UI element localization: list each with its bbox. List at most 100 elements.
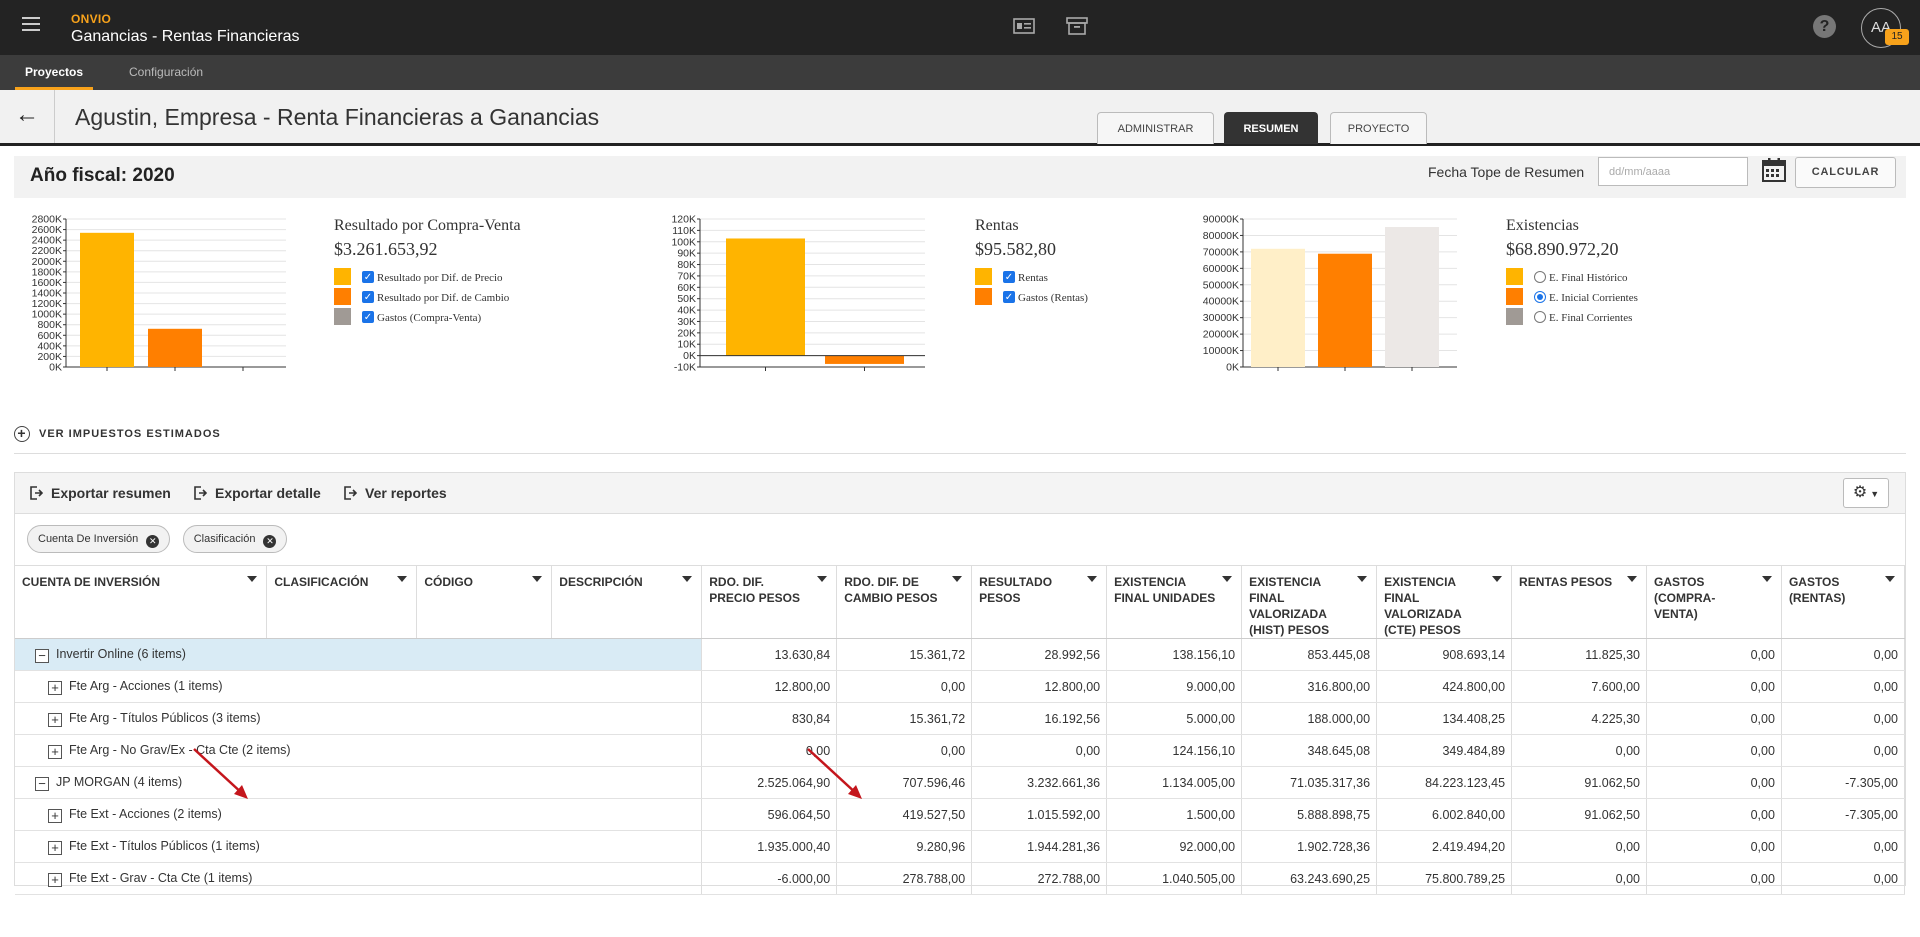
fecha-tope-input[interactable]: dd/mm/aaaa [1598,157,1748,186]
legend-item[interactable]: ✓ Gastos (Compra-Venta) [334,308,521,328]
ver-reportes-button[interactable]: Ver reportes [343,485,447,501]
chart-title: Resultado por Compra-Venta [334,217,521,234]
table-cell: 0,00 [1781,734,1906,767]
column-header-label: RDO. DIF. DE [844,575,919,589]
tick-label: 2200K [32,245,62,257]
tick-label: 80000K [1203,230,1239,242]
tab-proyectos[interactable]: Proyectos [14,55,94,90]
checkbox[interactable]: ✓ [362,291,374,303]
sort-caret-icon[interactable] [817,576,828,582]
sort-caret-icon[interactable] [682,576,693,582]
sort-caret-icon[interactable] [1222,576,1233,582]
expand-icon[interactable]: + [48,872,62,887]
expand-icon[interactable]: + [48,680,62,695]
sort-caret-icon[interactable] [952,576,963,582]
settings-dropdown[interactable]: ⚙ ▼ [1843,478,1889,508]
column-header[interactable]: EXISTENCIA FINAL VALORIZADA (HIST) PESOS [1241,565,1378,639]
column-header[interactable]: GASTOS (COMPRA-VENTA) [1646,565,1782,639]
sort-caret-icon[interactable] [1357,576,1368,582]
sort-caret-icon[interactable] [1761,576,1772,582]
checkbox[interactable]: ✓ [362,311,374,323]
checkbox[interactable]: ✓ [362,271,374,283]
calendar-icon[interactable] [1762,158,1786,182]
legend-item[interactable]: E. Inicial Corrientes [1506,288,1638,308]
table-cell: 1.015.592,00 [971,798,1108,831]
chip-clasificacion[interactable]: Clasificación ✕ [182,525,288,553]
tab-proyecto[interactable]: PROYECTO [1330,112,1427,144]
expand-icon[interactable]: + [48,840,62,855]
radio-button[interactable] [1534,311,1546,323]
table-row[interactable]: + Fte Arg - No Grav/Ex - Cta Cte (2 items… [15,734,1906,767]
tick-label: 1200K [32,298,62,310]
radio-button[interactable] [1534,271,1546,283]
column-header[interactable]: RDO. DIF. DE CAMBIO PESOS [836,565,973,639]
sort-caret-icon[interactable] [532,576,543,582]
help-icon[interactable]: ? [1813,15,1836,38]
table-cell: 75.800.789,25 [1376,862,1513,895]
close-icon[interactable]: ✕ [263,535,277,548]
sort-caret-icon[interactable] [1492,576,1503,582]
table-row[interactable]: + Fte Arg - Títulos Públicos (3 items) 830… [15,702,1906,735]
chip-cuenta-inversion[interactable]: Cuenta De Inversión ✕ [27,525,171,553]
radio-button[interactable] [1534,291,1546,303]
legend-item[interactable]: ✓ Resultado por Dif. de Cambio [334,288,521,308]
back-arrow-icon[interactable]: ← [0,90,55,143]
sort-caret-icon[interactable] [1626,576,1637,582]
column-header[interactable]: DESCRIPCIÓN [551,565,703,639]
table-cell: 13.630,84 [701,638,838,671]
table-row[interactable]: − JP MORGAN (4 items) 2.525.064,90 707.596,… [15,766,1906,799]
column-header[interactable]: RENTAS PESOS [1511,565,1647,639]
table-cell: -7.305,00 [1781,766,1906,799]
expand-icon[interactable]: + [48,744,62,759]
checkbox[interactable]: ✓ [1003,271,1015,283]
tab-configuracion[interactable]: Configuración [129,65,204,79]
column-header[interactable]: RESULTADO PESOS [971,565,1108,639]
table-cell: 908.693,14 [1376,638,1513,671]
table-cell: -7.305,00 [1781,798,1906,831]
legend-item[interactable]: ✓ Gastos (Rentas) [975,288,1088,308]
tab-administrar[interactable]: ADMINISTRAR [1097,112,1214,144]
column-header[interactable]: EXISTENCIA FINAL VALORIZADA (CTE) PESOS [1376,565,1513,639]
collapse-icon[interactable]: − [35,776,49,791]
close-icon[interactable]: ✕ [146,535,160,548]
exportar-detalle-button[interactable]: Exportar detalle [193,485,321,501]
id-card-icon[interactable] [1013,16,1035,36]
chart-title: Existencias [1506,217,1579,234]
table-cell: 853.445,08 [1241,638,1378,671]
legend-item[interactable]: ✓ Resultado por Dif. de Precio [334,268,521,288]
column-header[interactable]: EXISTENCIA FINAL UNIDADES [1106,565,1243,639]
tick-label: 600K [37,330,62,342]
table-row[interactable]: + Fte Ext - Acciones (2 items) 596.064,50 4… [15,798,1906,831]
expand-icon[interactable]: + [48,712,62,727]
calcular-button[interactable]: CALCULAR [1795,157,1896,188]
sort-caret-icon[interactable] [397,576,408,582]
legend-label: Gastos (Compra-Venta) [377,312,482,324]
column-header[interactable]: CÓDIGO [416,565,553,639]
sort-caret-icon[interactable] [1885,576,1895,582]
expand-icon[interactable]: + [48,808,62,823]
hamburger-menu-icon[interactable] [22,17,40,31]
archive-icon[interactable] [1066,16,1088,36]
table-row[interactable]: + Fte Ext - Títulos Públicos (1 items) 1.9… [15,830,1906,863]
group-label: Fte Arg - No Grav/Ex - Cta Cte (2 items) [69,742,291,757]
column-header[interactable]: CUENTA DE INVERSIÓN [15,565,268,639]
table-row[interactable]: − Invertir Online (6 items) 13.630,84 15.36… [15,638,1906,671]
ver-impuestos-toggle[interactable]: + VER IMPUESTOS ESTIMADOS [14,426,221,442]
sort-caret-icon[interactable] [1087,576,1098,582]
table-row[interactable]: + Fte Ext - Grav - Cta Cte (1 items) -6.00… [15,862,1906,895]
column-header[interactable]: CLASIFICACIÓN [266,565,418,639]
export-icon [344,486,357,500]
collapse-icon[interactable]: − [35,648,49,663]
legend-item[interactable]: ✓ Rentas [975,268,1056,288]
legend-item[interactable]: E. Final Histórico [1506,268,1628,288]
column-header[interactable]: GASTOS (RENTAS) [1781,565,1906,639]
table-cell: 91.062,50 [1511,798,1647,831]
checkbox[interactable]: ✓ [1003,291,1015,303]
fecha-tope-label: Fecha Tope de Resumen [1428,164,1585,180]
column-header[interactable]: RDO. DIF. PRECIO PESOS [701,565,838,639]
legend-item[interactable]: E. Final Corrientes [1506,308,1632,328]
table-row[interactable]: + Fte Arg - Acciones (1 items) 12.800,00 0,… [15,670,1906,703]
tab-resumen[interactable]: RESUMEN [1224,112,1318,144]
exportar-resumen-button[interactable]: Exportar resumen [29,485,171,501]
sort-caret-icon[interactable] [247,576,258,582]
